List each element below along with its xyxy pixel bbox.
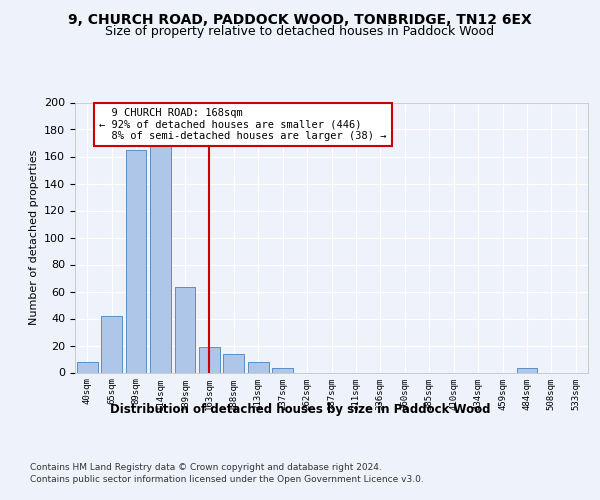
Text: Contains HM Land Registry data © Crown copyright and database right 2024.: Contains HM Land Registry data © Crown c… (30, 462, 382, 471)
Bar (199, 347, 220, 372)
Bar (517, 368, 538, 372)
Bar (101, 316, 122, 372)
Bar (125, 150, 146, 372)
Bar (150, 146, 171, 372)
Bar (223, 354, 244, 372)
Text: Distribution of detached houses by size in Paddock Wood: Distribution of detached houses by size … (110, 402, 490, 415)
Bar (248, 362, 269, 372)
Bar (272, 368, 293, 372)
Text: 9 CHURCH ROAD: 168sqm
← 92% of detached houses are smaller (446)
  8% of semi-de: 9 CHURCH ROAD: 168sqm ← 92% of detached … (100, 108, 387, 141)
Y-axis label: Number of detached properties: Number of detached properties (29, 150, 38, 325)
Text: Contains public sector information licensed under the Open Government Licence v3: Contains public sector information licen… (30, 475, 424, 484)
Bar (77, 362, 98, 372)
Text: 9, CHURCH ROAD, PADDOCK WOOD, TONBRIDGE, TN12 6EX: 9, CHURCH ROAD, PADDOCK WOOD, TONBRIDGE,… (68, 12, 532, 26)
Bar (175, 288, 196, 372)
Text: Size of property relative to detached houses in Paddock Wood: Size of property relative to detached ho… (106, 25, 494, 38)
